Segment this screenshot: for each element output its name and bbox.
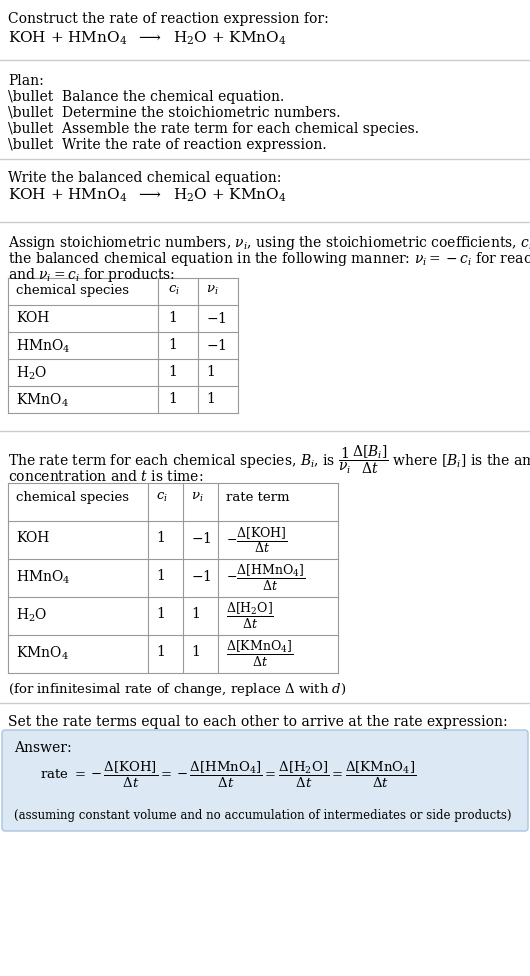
Text: the balanced chemical equation in the following manner: $\nu_i = -c_i$ for react: the balanced chemical equation in the fo… bbox=[8, 250, 530, 268]
Text: (for infinitesimal rate of change, replace $\Delta$ with $d$): (for infinitesimal rate of change, repla… bbox=[8, 681, 347, 698]
Text: KOH + HMnO$_4$  $\longrightarrow$  H$_2$O + KMnO$_4$: KOH + HMnO$_4$ $\longrightarrow$ H$_2$O … bbox=[8, 187, 287, 204]
Text: $\dfrac{\Delta[\mathrm{H_2O}]}{\Delta t}$: $\dfrac{\Delta[\mathrm{H_2O}]}{\Delta t}… bbox=[226, 601, 274, 631]
Text: $-\dfrac{\Delta[\mathrm{HMnO_4}]}{\Delta t}$: $-\dfrac{\Delta[\mathrm{HMnO_4}]}{\Delta… bbox=[226, 563, 305, 593]
Text: 1: 1 bbox=[168, 392, 177, 406]
Text: HMnO$_4$: HMnO$_4$ bbox=[16, 569, 70, 587]
Text: 1: 1 bbox=[168, 338, 177, 352]
Text: 1: 1 bbox=[191, 645, 200, 659]
Text: $c_i$: $c_i$ bbox=[156, 491, 168, 504]
Text: H$_2$O: H$_2$O bbox=[16, 365, 47, 383]
Text: Plan:: Plan: bbox=[8, 74, 44, 88]
Text: rate $= -\dfrac{\Delta[\mathrm{KOH}]}{\Delta t} = -\dfrac{\Delta[\mathrm{HMnO_4}: rate $= -\dfrac{\Delta[\mathrm{KOH}]}{\D… bbox=[40, 760, 416, 791]
Text: HMnO$_4$: HMnO$_4$ bbox=[16, 338, 70, 355]
Text: $-1$: $-1$ bbox=[206, 311, 226, 326]
Text: 1: 1 bbox=[206, 392, 215, 406]
Text: 1: 1 bbox=[168, 365, 177, 379]
Text: 1: 1 bbox=[206, 365, 215, 379]
Text: $-1$: $-1$ bbox=[206, 338, 226, 353]
Text: \bullet  Determine the stoichiometric numbers.: \bullet Determine the stoichiometric num… bbox=[8, 106, 340, 120]
Text: Assign stoichiometric numbers, $\nu_i$, using the stoichiometric coefficients, $: Assign stoichiometric numbers, $\nu_i$, … bbox=[8, 234, 530, 252]
Text: $-\dfrac{\Delta[\mathrm{KOH}]}{\Delta t}$: $-\dfrac{\Delta[\mathrm{KOH}]}{\Delta t}… bbox=[226, 525, 288, 555]
Text: $\nu_i$: $\nu_i$ bbox=[206, 284, 218, 297]
Text: KOH: KOH bbox=[16, 531, 49, 545]
Text: \bullet  Balance the chemical equation.: \bullet Balance the chemical equation. bbox=[8, 90, 284, 104]
Text: 1: 1 bbox=[191, 607, 200, 621]
Text: H$_2$O: H$_2$O bbox=[16, 607, 47, 625]
Text: $\dfrac{\Delta[\mathrm{KMnO_4}]}{\Delta t}$: $\dfrac{\Delta[\mathrm{KMnO_4}]}{\Delta … bbox=[226, 639, 293, 669]
Text: concentration and $t$ is time:: concentration and $t$ is time: bbox=[8, 469, 204, 484]
Text: chemical species: chemical species bbox=[16, 491, 129, 504]
Text: 1: 1 bbox=[168, 311, 177, 325]
Text: The rate term for each chemical species, $B_i$, is $\dfrac{1}{\nu_i}\dfrac{\Delt: The rate term for each chemical species,… bbox=[8, 443, 530, 475]
Text: $-1$: $-1$ bbox=[191, 531, 211, 546]
Text: Construct the rate of reaction expression for:: Construct the rate of reaction expressio… bbox=[8, 12, 329, 26]
Text: KOH: KOH bbox=[16, 311, 49, 325]
Text: 1: 1 bbox=[156, 569, 165, 583]
Text: (assuming constant volume and no accumulation of intermediates or side products): (assuming constant volume and no accumul… bbox=[14, 809, 511, 822]
Text: chemical species: chemical species bbox=[16, 284, 129, 297]
Text: 1: 1 bbox=[156, 607, 165, 621]
Text: 1: 1 bbox=[156, 645, 165, 659]
Text: $-1$: $-1$ bbox=[191, 569, 211, 584]
Text: 1: 1 bbox=[156, 531, 165, 545]
Text: \bullet  Assemble the rate term for each chemical species.: \bullet Assemble the rate term for each … bbox=[8, 122, 419, 136]
Text: $c_i$: $c_i$ bbox=[168, 284, 180, 297]
Text: KMnO$_4$: KMnO$_4$ bbox=[16, 392, 69, 409]
Text: KOH + HMnO$_4$  $\longrightarrow$  H$_2$O + KMnO$_4$: KOH + HMnO$_4$ $\longrightarrow$ H$_2$O … bbox=[8, 30, 287, 48]
Text: and $\nu_i = c_i$ for products:: and $\nu_i = c_i$ for products: bbox=[8, 266, 175, 284]
Text: Write the balanced chemical equation:: Write the balanced chemical equation: bbox=[8, 171, 281, 185]
Text: rate term: rate term bbox=[226, 491, 289, 504]
Text: \bullet  Write the rate of reaction expression.: \bullet Write the rate of reaction expre… bbox=[8, 138, 326, 152]
Text: Answer:: Answer: bbox=[14, 741, 72, 755]
Text: $\nu_i$: $\nu_i$ bbox=[191, 491, 204, 504]
FancyBboxPatch shape bbox=[2, 730, 528, 831]
Text: KMnO$_4$: KMnO$_4$ bbox=[16, 645, 69, 663]
Text: Set the rate terms equal to each other to arrive at the rate expression:: Set the rate terms equal to each other t… bbox=[8, 715, 508, 729]
